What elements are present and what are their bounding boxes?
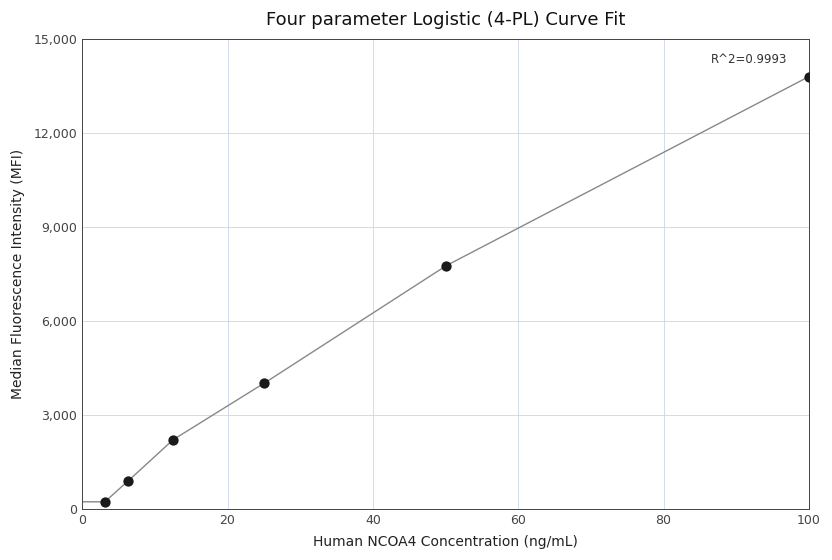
X-axis label: Human NCOA4 Concentration (ng/mL): Human NCOA4 Concentration (ng/mL)	[313, 535, 578, 549]
Point	[439, 262, 453, 270]
Point	[257, 379, 270, 388]
Point	[121, 477, 134, 486]
Text: R^2=0.9993: R^2=0.9993	[711, 53, 787, 66]
Y-axis label: Median Fluorescence Intensity (MFI): Median Fluorescence Intensity (MFI)	[11, 149, 25, 399]
Point	[802, 72, 815, 81]
Point	[98, 497, 111, 506]
Point	[166, 435, 180, 444]
Title: Four parameter Logistic (4-PL) Curve Fit: Four parameter Logistic (4-PL) Curve Fit	[266, 11, 626, 29]
